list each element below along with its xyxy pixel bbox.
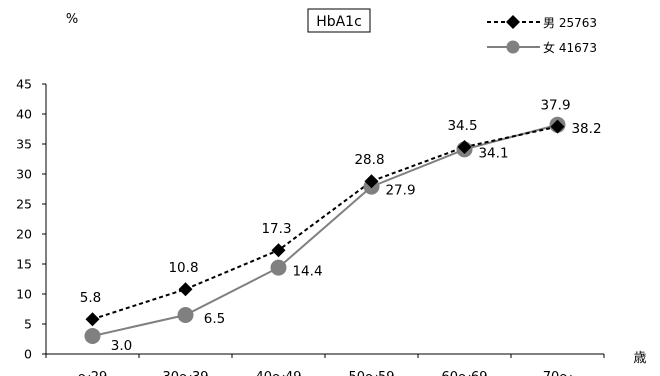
x-tick-label: 70～ [543,370,573,376]
data-label-male: 10.8 [168,260,198,276]
title-box [307,8,371,33]
y-tick-label: 35 [16,137,32,152]
y-tick-label: 45 [16,77,32,92]
data-point-female [84,328,101,344]
y-tick-label: 40 [16,107,32,122]
series-line-male [92,125,558,321]
data-label-female: 3.0 [111,338,132,354]
data-label-female: 27.9 [385,183,415,199]
y-tick-label: 10 [16,287,32,302]
x-tick-label: 50～59 [348,370,394,376]
data-label-female: 14.4 [292,264,322,280]
data-label-female: 34.1 [478,145,508,161]
x-axis-label: 歳 [633,351,646,366]
x-tick-label: 40～49 [255,370,301,376]
legend-marker-female [506,40,520,54]
data-label-female: 6.5 [204,311,225,327]
data-point-male [85,312,100,327]
data-label-female: 38.2 [571,121,601,137]
legend-label-male: 男 25763 [543,16,597,30]
y-tick-label: 15 [16,257,32,272]
series-line-female [92,123,558,337]
data-point-male [550,119,565,134]
x-tick-label: ～29 [78,370,108,376]
data-point-female [177,307,194,323]
data-point-male [271,243,286,258]
y-tick-label: 20 [16,227,32,242]
chart-title: HbA1c [316,14,362,30]
x-tick-label: 60～69 [441,370,487,376]
data-point-female [270,259,287,276]
legend-marker-male [506,15,520,29]
x-tick-label: 30～39 [162,370,208,376]
y-tick-label: 30 [16,167,32,182]
y-tick-label: 25 [16,197,32,212]
y-tick-label: 0 [24,347,32,362]
data-label-male: 17.3 [261,221,291,237]
data-point-male [457,140,472,154]
data-label-male: 5.8 [80,290,101,306]
data-label-male: 37.9 [540,98,570,114]
data-point-male [178,282,193,297]
data-point-male [364,174,379,189]
y-tick-label: 5 [24,317,32,332]
data-label-male: 28.8 [354,152,384,168]
y-axis-label: % [66,12,78,27]
data-label-male: 34.5 [447,118,477,134]
legend-label-female: 女 41673 [543,40,597,55]
